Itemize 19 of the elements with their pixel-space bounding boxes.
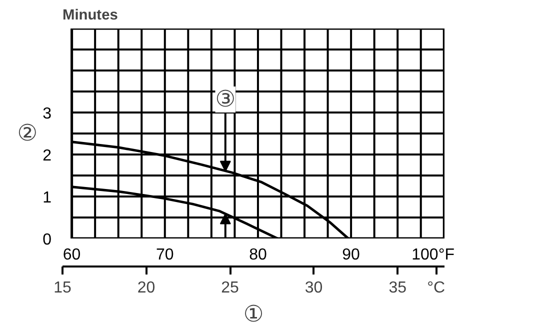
x2-tick-label: 15 bbox=[54, 280, 72, 296]
x2-tick-label: 35 bbox=[388, 280, 407, 296]
x-tick-label: 100°F bbox=[412, 246, 455, 264]
text: ② bbox=[17, 120, 38, 146]
y-axis-title: Minutes bbox=[62, 8, 118, 24]
x-tick-label: 60 bbox=[62, 246, 81, 264]
x-tick-label: 90 bbox=[342, 246, 360, 264]
text: ① bbox=[243, 302, 264, 328]
x-tick-label: 80 bbox=[249, 246, 267, 264]
x2-tick-label: 20 bbox=[137, 280, 156, 296]
x2-axis-title: °C bbox=[427, 280, 446, 296]
x2-tick-label: 30 bbox=[304, 280, 323, 296]
y-tick-label: 2 bbox=[42, 148, 52, 164]
x-tick-label: 70 bbox=[156, 246, 174, 264]
y-tick-label: 0 bbox=[42, 232, 52, 248]
annotation: ③ bbox=[215, 86, 236, 112]
x2-tick-label: 25 bbox=[221, 280, 240, 296]
y-tick-label: 3 bbox=[42, 106, 52, 122]
y-tick-label: 1 bbox=[42, 190, 52, 206]
